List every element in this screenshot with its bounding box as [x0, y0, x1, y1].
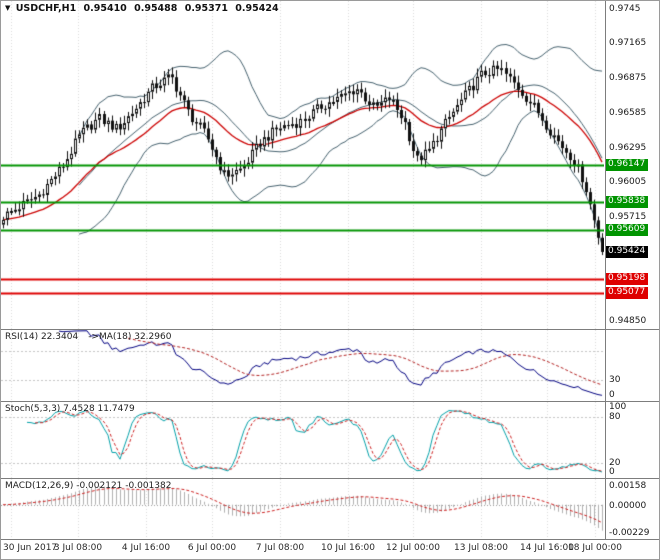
stochastic-label: Stoch(5,3,3) 7.4528 11.7479 [5, 404, 135, 414]
macd-axis-label: 0.00000 [609, 501, 647, 511]
price-axis-label: 0.96295 [609, 143, 647, 153]
open-value: 0.95410 [83, 3, 127, 14]
price-axis-label: 0.9745 [609, 4, 641, 14]
chart-title: ▼ USDCHF,H1 0.95410 0.95488 0.95371 0.95… [5, 3, 279, 14]
time-axis-label: 7 Jul 08:00 [255, 543, 305, 553]
price-axis-label: 0.96585 [609, 108, 647, 118]
rsi-axis-label: 0 [609, 390, 615, 400]
time-axis-label: 3 Jul 08:00 [53, 543, 103, 553]
rsi-axis: 30 0 [605, 330, 659, 401]
price-axis-label: 0.95715 [609, 212, 647, 222]
time-axis-label: 10 Jul 16:00 [321, 543, 375, 553]
price-chart-canvas[interactable] [1, 1, 604, 329]
chart-marker-icon: ▼ [5, 4, 11, 12]
current-price-tag: 0.95424 [606, 246, 649, 258]
macd-axis-label: -0.00229 [609, 528, 650, 538]
stoch-axis-label: 0 [609, 467, 615, 477]
rsi-panel: 30 0 RSI(14) 22.3404 ->MA(18) 32.2960 [1, 330, 659, 402]
level-price-tag: 0.96147 [606, 159, 649, 171]
price-axis-label: 0.96875 [609, 73, 647, 83]
time-axis-label: 4 Jul 16:00 [121, 543, 171, 553]
rsi-axis-label: 30 [609, 375, 621, 385]
stochastic-canvas[interactable] [1, 402, 604, 478]
time-axis-label: 14 Jul 16:00 [520, 543, 574, 553]
time-axis: 30 Jun 2017 3 Jul 08:00 4 Jul 16:00 6 Jul 0… [1, 540, 659, 559]
price-axis-label: 0.97165 [609, 38, 647, 48]
price-axis: 0.9745 0.97165 0.96875 0.96585 0.96295 0.9600… [605, 1, 659, 329]
macd-axis-label: 0.00158 [609, 481, 647, 491]
macd-axis: 0.00158 0.00000 -0.00229 [605, 479, 659, 539]
time-axis-label: 30 Jun 2017 [3, 543, 58, 553]
rsi-ma-value: ->MA(18) 32.2960 [88, 332, 172, 342]
close-value: 0.95424 [235, 3, 279, 14]
stoch-axis-label: 80 [609, 412, 621, 422]
level-price-tag: 0.95198 [606, 273, 649, 285]
macd-canvas[interactable] [1, 479, 604, 539]
price-axis-label: 0.96005 [609, 177, 647, 187]
macd-name-value: MACD(12,26,9) -0.002121 -0.001382 [5, 481, 172, 491]
level-price-tag: 0.95077 [606, 287, 649, 299]
high-value: 0.95488 [134, 3, 178, 14]
rsi-name-value: RSI(14) 22.3404 [5, 332, 79, 342]
time-axis-label: 18 Jul 00:00 [568, 543, 622, 553]
rsi-canvas[interactable] [1, 330, 604, 401]
macd-label: MACD(12,26,9) -0.002121 -0.001382 [5, 481, 171, 491]
rsi-label: RSI(14) 22.3404 ->MA(18) 32.2960 [5, 332, 171, 342]
level-price-tag: 0.95838 [606, 196, 649, 208]
time-axis-label: 12 Jul 00:00 [386, 543, 440, 553]
stochastic-axis: 100 80 20 0 [605, 402, 659, 478]
stoch-axis-label: 100 [609, 402, 627, 412]
stoch-axis-label: 20 [609, 458, 621, 468]
symbol-timeframe-label: USDCHF,H1 [15, 3, 77, 14]
time-axis-label: 13 Jul 08:00 [454, 543, 508, 553]
price-axis-label: 0.94850 [609, 316, 647, 326]
low-value: 0.95371 [184, 3, 228, 14]
main-chart-panel: 0.9745 0.97165 0.96875 0.96585 0.96295 0.9600… [1, 1, 659, 330]
level-price-tag: 0.95609 [606, 224, 649, 236]
time-axis-label: 6 Jul 00:00 [187, 543, 237, 553]
macd-panel: 0.00158 0.00000 -0.00229 MACD(12,26,9) -0.… [1, 479, 659, 540]
stochastic-panel: 100 80 20 0 Stoch(5,3,3) 7.4528 11.7479 [1, 402, 659, 479]
stochastic-name-value: Stoch(5,3,3) 7.4528 11.7479 [5, 404, 135, 414]
